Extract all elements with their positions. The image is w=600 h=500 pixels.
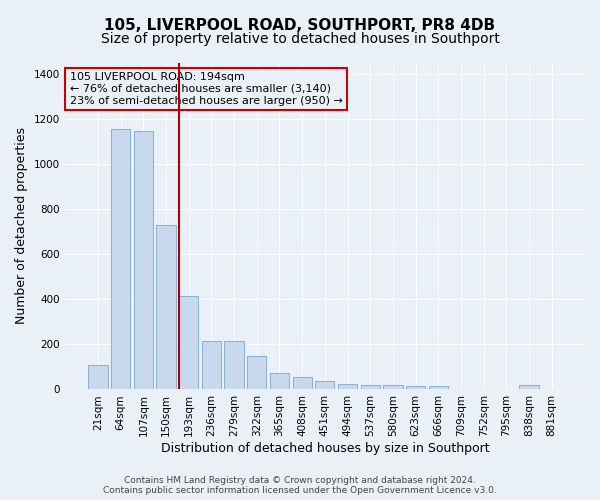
Bar — [134, 132, 153, 390]
Bar — [406, 386, 425, 390]
X-axis label: Distribution of detached houses by size in Southport: Distribution of detached houses by size … — [161, 442, 489, 455]
Text: 105, LIVERPOOL ROAD, SOUTHPORT, PR8 4DB: 105, LIVERPOOL ROAD, SOUTHPORT, PR8 4DB — [104, 18, 496, 32]
Text: Contains HM Land Registry data © Crown copyright and database right 2024.
Contai: Contains HM Land Registry data © Crown c… — [103, 476, 497, 495]
Bar — [247, 356, 266, 390]
Bar — [157, 225, 176, 390]
Bar — [361, 385, 380, 390]
Bar — [428, 386, 448, 390]
Bar — [202, 341, 221, 390]
Bar — [111, 129, 130, 390]
Bar — [383, 386, 403, 390]
Text: 105 LIVERPOOL ROAD: 194sqm
← 76% of detached houses are smaller (3,140)
23% of s: 105 LIVERPOOL ROAD: 194sqm ← 76% of deta… — [70, 72, 343, 106]
Bar — [315, 381, 334, 390]
Bar — [88, 364, 107, 390]
Bar — [270, 372, 289, 390]
Bar — [293, 377, 312, 390]
Bar — [179, 296, 199, 390]
Text: Size of property relative to detached houses in Southport: Size of property relative to detached ho… — [101, 32, 499, 46]
Bar — [224, 341, 244, 390]
Bar — [520, 385, 539, 390]
Bar — [338, 384, 357, 390]
Y-axis label: Number of detached properties: Number of detached properties — [15, 128, 28, 324]
